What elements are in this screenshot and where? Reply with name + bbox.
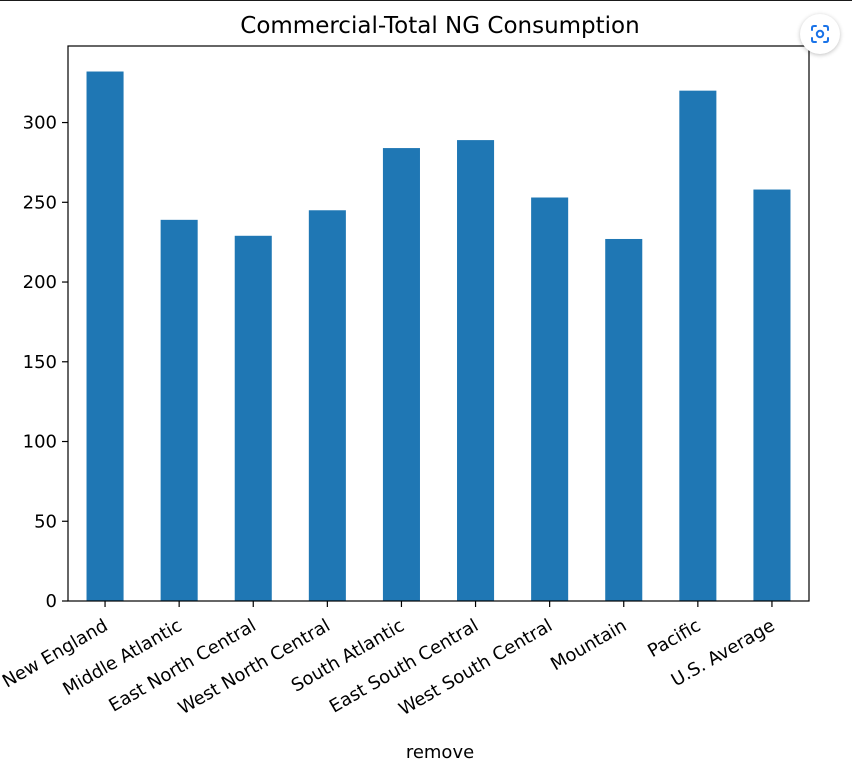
bar [234,235,272,601]
bar [457,140,495,601]
y-tick-label: 50 [34,511,57,532]
lens-scan-button[interactable] [800,14,840,54]
y-tick-label: 300 [23,113,57,134]
bar [160,219,198,601]
x-tick-label: Mountain [547,615,630,675]
y-tick-label: 100 [23,432,57,453]
bar [308,210,346,601]
x-axis-label: remove [406,742,474,763]
bars-group [86,71,791,602]
y-tick-label: 150 [23,352,57,373]
chart-title: Commercial-Total NG Consumption [240,13,639,39]
bar [679,90,717,601]
lens-scan-icon [811,25,829,43]
bar [531,197,569,602]
bar [605,238,643,602]
y-tick-label: 200 [23,272,57,293]
y-tick-label: 0 [46,591,57,612]
bar [382,148,420,601]
y-tick-label: 250 [23,192,57,213]
bar [86,71,124,602]
x-tick-label: Pacific [644,615,704,662]
plot-frame [67,45,810,602]
y-axis-ticks: 0 50 100 150 200 250 300 [23,113,68,612]
top-border [0,0,852,1]
bar [753,189,791,601]
